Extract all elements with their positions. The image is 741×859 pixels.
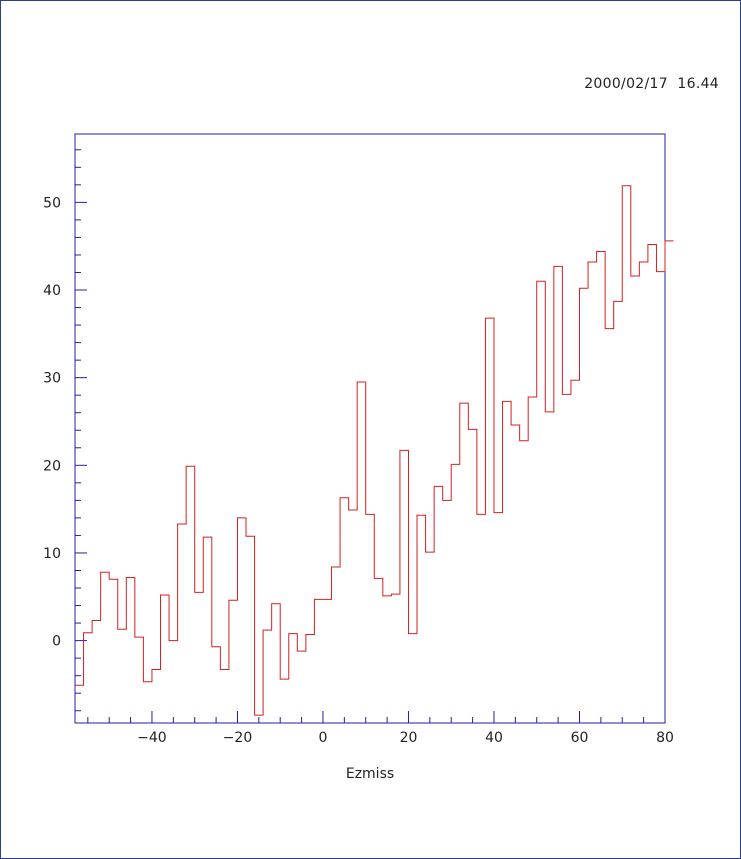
histogram-bin [631,276,640,641]
histogram-bin [212,641,221,647]
histogram-bin [332,567,341,641]
histogram-bin [84,633,93,641]
histogram-bin [391,594,400,640]
histogram-bin [280,641,289,680]
histogram-bin [460,403,469,641]
histogram-bin [477,514,486,640]
histogram-bin [306,634,315,640]
x-tick-label: 20 [400,730,418,746]
histogram-bin [579,288,588,640]
histogram-bin [143,641,152,682]
histogram-bin [314,599,323,640]
histogram-bin [656,272,665,641]
histogram-bin [554,266,563,640]
histogram-bin [118,629,127,640]
series-layer [75,185,674,716]
histogram-bin [443,500,452,640]
histogram-bin [92,620,101,640]
histogram-bin [494,513,503,641]
histogram-bin [169,641,178,642]
histogram-bin [622,186,631,641]
histogram-bin [297,641,306,652]
histogram-bin [152,641,161,670]
histogram-bin [426,552,435,641]
histogram-outline [75,185,674,716]
x-tick-label: 0 [319,730,328,746]
y-tick-label: 20 [43,458,61,474]
y-tick-label: 30 [43,371,61,387]
histogram-bin [528,397,537,641]
histogram-bin [511,425,520,641]
histogram-bin [417,515,426,640]
histogram-bin [400,450,409,640]
histogram-bin [468,429,477,640]
histogram-bin [545,412,554,641]
histogram-bin [588,262,597,641]
histogram-bin [126,578,135,641]
y-tick-label: 0 [52,634,61,650]
histogram-bin [614,301,623,640]
y-tick-label: 10 [43,546,61,562]
histogram-bin [665,241,674,641]
timestamp-label: 2000/02/17 16.44 [584,76,719,92]
histogram-bin [220,641,229,670]
histogram-bin [357,382,366,641]
histogram-bin [323,599,332,640]
histogram-bin [571,380,580,640]
histogram-bin [383,596,392,641]
histogram-bin [186,466,195,640]
histogram-bin [289,634,298,641]
x-tick-label: −20 [223,730,253,746]
x-tick-label: 40 [485,730,503,746]
plot-frame [74,133,666,724]
histogram-bin [366,514,375,640]
axes-layer [74,133,666,724]
histogram-bin [451,464,460,640]
histogram-bin [109,579,118,640]
histogram-bin [178,524,187,641]
histogram-bin [101,572,110,640]
histogram-bin [597,251,606,640]
y-tick-label: 40 [43,283,61,299]
histogram-bin [340,498,349,641]
histogram-bin [434,486,443,640]
histogram-bin [408,634,417,641]
histogram-bin [520,441,529,641]
histogram-bin [246,536,255,640]
x-axis-title: Ezmiss [346,766,394,782]
histogram-bin [195,592,204,640]
histogram-bin [229,600,238,640]
histogram-bin [503,401,512,640]
histogram-bin [639,262,648,641]
histogram-bin [135,637,144,641]
histogram-bin [537,281,546,640]
x-tick-label: 60 [571,730,589,746]
histogram-bin [203,537,212,640]
histogram-bin [75,641,84,686]
y-tick-label: 50 [43,195,61,211]
histogram-bin [485,318,494,641]
histogram-bin [237,518,246,641]
histogram-bin [263,630,272,641]
x-tick-label: −40 [137,730,167,746]
histogram-bin [161,595,170,641]
histogram-bin [605,329,614,641]
histogram-bin [272,604,281,641]
histogram-bin [349,510,358,641]
labels-layer: −40 −20 0 20 40 60 80 0 10 20 30 40 50 Ezmiss [43,195,674,782]
x-tick-label: 80 [656,730,674,746]
histogram-bin [648,244,657,640]
histogram-bin [255,641,264,716]
histogram-bin [374,578,383,640]
histogram-bin [562,394,571,640]
